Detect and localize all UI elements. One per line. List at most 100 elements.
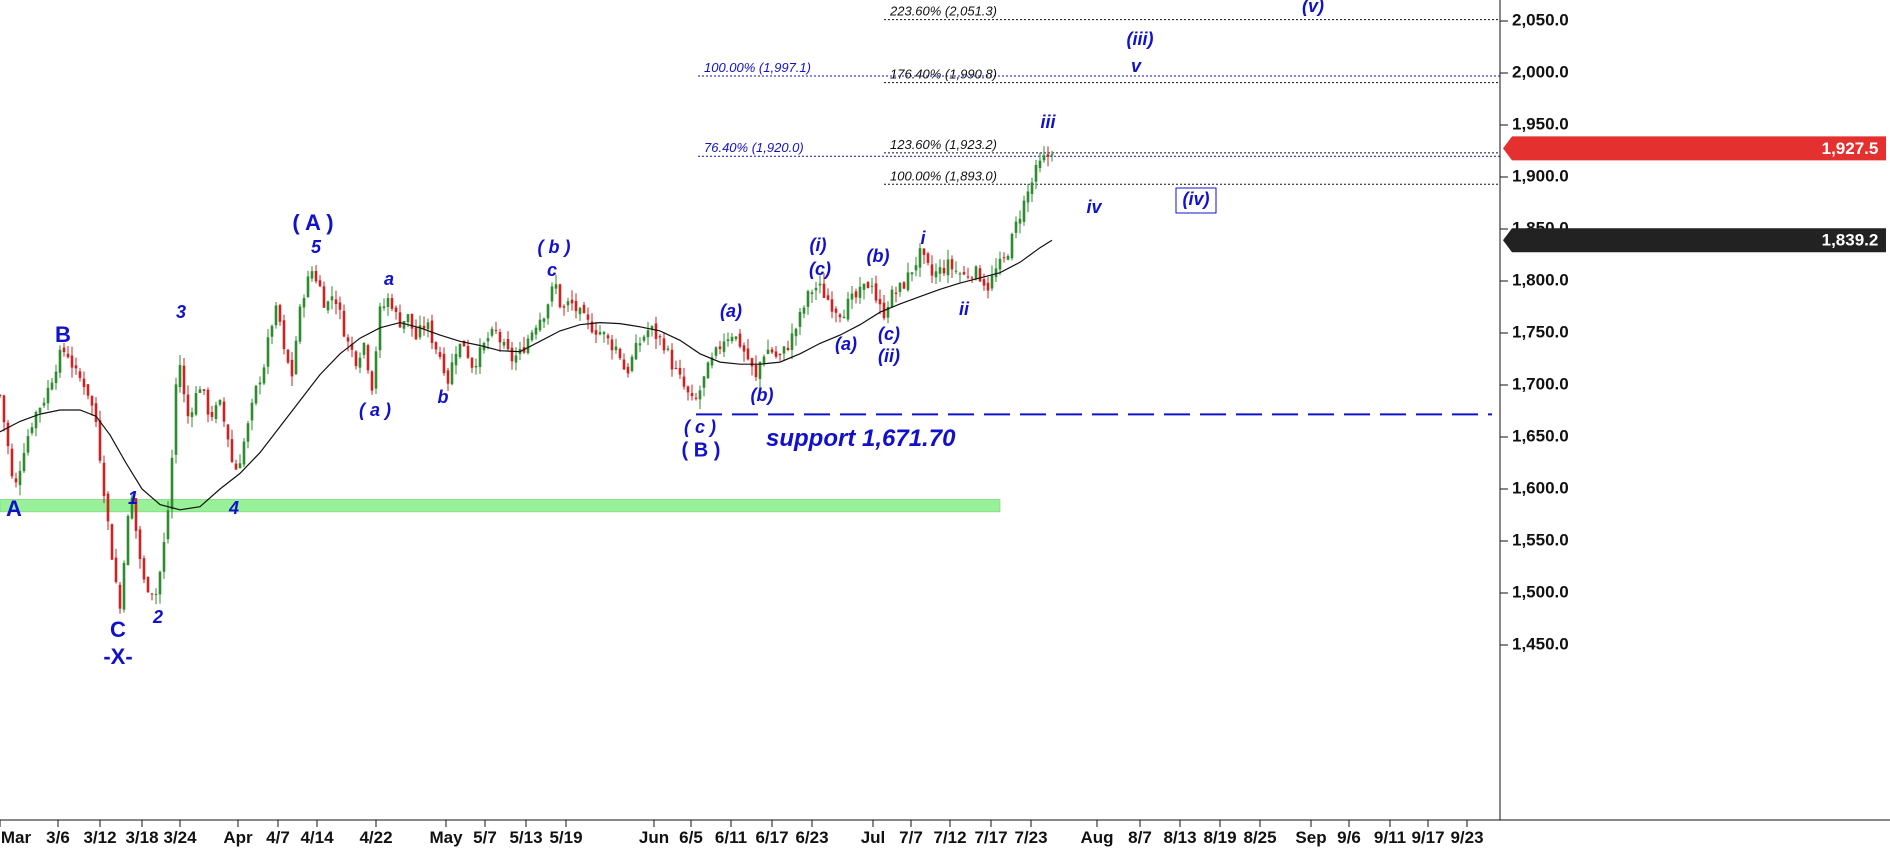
candle-body-25: [98, 420, 102, 461]
candle-body-184: [734, 336, 738, 340]
candle-body-179: [714, 347, 718, 356]
candle-body-233: [930, 264, 934, 276]
candle-body-169: [674, 367, 678, 369]
candle-body-154: [614, 346, 618, 351]
candle-body-19: [74, 365, 78, 369]
candle-body-209: [834, 308, 838, 313]
wave-label-26: ii: [959, 299, 970, 319]
candle-body-70: [278, 305, 282, 322]
candle-body-126: [502, 342, 506, 346]
candle-body-225: [898, 282, 902, 293]
candle-body-62: [246, 423, 250, 442]
y-tick-label-1: 1,500.0: [1512, 582, 1569, 601]
candle-body-157: [626, 366, 630, 374]
moving-average-line: [0, 239, 1053, 511]
candle-body-219: [874, 283, 878, 301]
candle-body-61: [242, 441, 246, 465]
candle-body-171: [682, 376, 686, 387]
x-tick-label-19: 7/7: [899, 828, 923, 847]
candle-body-12: [46, 387, 50, 404]
candle-body-83: [330, 296, 334, 301]
candle-body-153: [610, 339, 614, 351]
wave-label-9: 5: [311, 237, 322, 257]
candle-body-256: [1022, 200, 1026, 222]
candle-body-106: [422, 325, 426, 329]
wave-label-2: C: [110, 617, 126, 642]
y-tick-label-12: 2,050.0: [1512, 10, 1569, 29]
candle-body-35: [138, 529, 142, 560]
candle-body-160: [638, 343, 642, 346]
candle-body-180: [718, 346, 722, 350]
candle-body-30: [118, 584, 122, 609]
wave-label-6: 3: [176, 302, 186, 322]
candle-body-31: [122, 562, 126, 610]
candle-body-90: [358, 357, 362, 368]
candle-body-260: [1038, 160, 1042, 169]
candle-body-32: [126, 515, 130, 566]
x-tick-label-29: 9/6: [1337, 828, 1361, 847]
candle-body-187: [746, 348, 750, 360]
wave-label-16: ( B ): [682, 439, 721, 461]
candle-body-38: [150, 593, 154, 595]
candle-body-94: [374, 351, 378, 389]
y-tick-label-2: 1,550.0: [1512, 530, 1569, 549]
wave-label-0: A: [6, 496, 22, 521]
x-tick-label-22: 7/23: [1014, 828, 1047, 847]
y-tick-label-7: 1,800.0: [1512, 270, 1569, 289]
fib-label-1: 100.00% (1,997.1): [704, 60, 811, 75]
candle-body-202: [806, 291, 810, 307]
fib-levels-layer: 223.60% (2,051.3) 100.00% (1,997.1) 176.40…: [698, 4, 1500, 185]
price-tag-bg-0: [1503, 136, 1886, 161]
candle-body-93: [370, 371, 374, 391]
x-tick-label-12: 5/19: [549, 828, 582, 847]
candle-body-92: [366, 345, 370, 371]
wave-label-17: (a): [720, 301, 742, 321]
candle-body-220: [878, 299, 882, 305]
candle-body-75: [298, 306, 302, 342]
candle-body-224: [894, 292, 898, 294]
candle-body-139: [554, 284, 558, 289]
x-tick-label-11: 5/13: [509, 828, 542, 847]
candle-body-45: [178, 365, 182, 387]
candle-body-135: [538, 319, 542, 331]
wave-label-31: (iv): [1183, 189, 1210, 209]
candle-body-148: [590, 321, 594, 333]
x-tick-label-1: 3/6: [46, 828, 70, 847]
candle-body-201: [802, 307, 806, 314]
y-tick-label-3: 1,600.0: [1512, 478, 1569, 497]
candle-body-161: [642, 336, 646, 341]
candle-body-86: [342, 310, 346, 337]
candle-body-176: [702, 376, 706, 388]
candle-body-244: [974, 266, 978, 279]
candles-layer: [0, 146, 1054, 614]
y-tick-label-11: 2,000.0: [1512, 62, 1569, 81]
candle-body-237: [946, 259, 950, 276]
candle-body-203: [810, 292, 814, 295]
candle-body-123: [490, 328, 494, 336]
candle-body-102: [406, 314, 410, 323]
candle-body-141: [562, 306, 566, 308]
candle-body-5: [18, 470, 22, 486]
fib-label-0: 223.60% (2,051.3): [889, 4, 997, 19]
candle-body-206: [822, 283, 826, 298]
candle-body-177: [706, 362, 710, 379]
candle-body-158: [630, 356, 634, 372]
candle-body-251: [1002, 257, 1006, 259]
candle-body-229: [914, 265, 918, 271]
candle-body-254: [1014, 221, 1018, 233]
candle-body-48: [190, 412, 194, 417]
wave-label-11: ( a ): [359, 400, 391, 420]
support-zone-band: [0, 499, 1001, 513]
candle-body-170: [678, 368, 682, 375]
candle-body-16: [62, 347, 66, 353]
candle-body-241: [962, 272, 966, 275]
wave-label-12: b: [438, 387, 449, 407]
candle-body-189: [754, 364, 758, 378]
candle-body-250: [998, 258, 1002, 270]
candle-body-40: [158, 571, 162, 595]
candle-body-4: [14, 478, 18, 483]
candle-body-49: [194, 393, 198, 415]
candle-body-147: [586, 314, 590, 320]
moving-average-layer: [0, 239, 1053, 511]
